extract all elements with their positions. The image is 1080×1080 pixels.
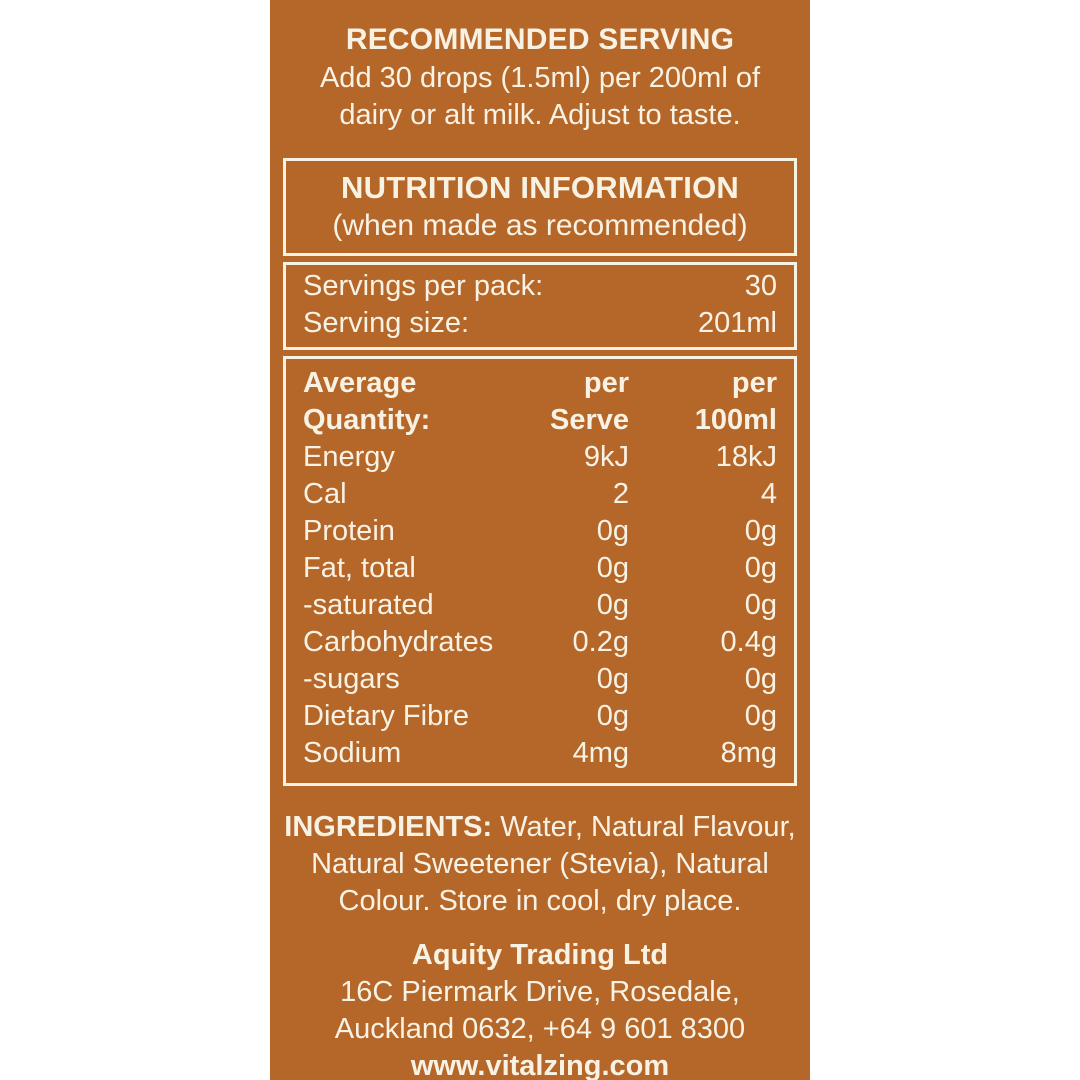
row-per-serve-value: 0g xyxy=(596,700,629,732)
row-per-100ml-value: 8mg xyxy=(720,737,777,769)
row-per-100ml-value: 4 xyxy=(760,478,777,510)
servings-per-pack-value: 30 xyxy=(744,270,777,302)
recommended-serving-section: RECOMMENDED SERVING Add 30 drops (1.5ml)… xyxy=(270,0,810,134)
servings-box: Servings per pack: 30 Serving size: 201m… xyxy=(283,262,797,350)
recommended-serving-line-1: Add 30 drops (1.5ml) per 200ml of xyxy=(319,62,761,94)
header-per-serve-line2: Serve xyxy=(549,404,629,436)
row-per-serve-value: 2 xyxy=(612,478,629,510)
serving-size-label: Serving size: xyxy=(303,307,470,339)
header-per-serve: per Serve xyxy=(507,365,629,439)
header-per-100ml-line1: per xyxy=(731,367,777,399)
row-per-serve-value: 0g xyxy=(596,589,629,621)
row-per-100ml-value: 0g xyxy=(744,700,777,732)
table-row-protein: Protein 0g 0g xyxy=(303,513,777,550)
row-per-100ml-value: 0g xyxy=(744,589,777,621)
row-label: -saturated xyxy=(303,589,434,621)
row-per-100ml-value: 18kJ xyxy=(715,441,777,473)
row-per-serve-value: 4mg xyxy=(572,737,629,769)
product-label: RECOMMENDED SERVING Add 30 drops (1.5ml)… xyxy=(270,0,810,1080)
company-address-line-1: 16C Piermark Drive, Rosedale, xyxy=(340,976,740,1008)
row-label: Sodium xyxy=(303,737,402,769)
row-per-100ml-value: 0g xyxy=(744,515,777,547)
table-row-sodium: Sodium 4mg 8mg xyxy=(303,735,777,772)
header-per-serve-line1: per xyxy=(583,367,629,399)
ingredients-line-1-text: Water, Natural Flavour, xyxy=(492,811,796,843)
recommended-serving-title: RECOMMENDED SERVING xyxy=(345,23,735,56)
serving-size-row: Serving size: 201ml xyxy=(303,305,777,342)
table-row-carbohydrates: Carbohydrates 0.2g 0.4g xyxy=(303,624,777,661)
row-per-100ml-value: 0g xyxy=(744,552,777,584)
nutrition-subtitle: (when made as recommended) xyxy=(332,209,748,242)
row-label: Dietary Fibre xyxy=(303,700,469,732)
ingredients-label: INGREDIENTS: xyxy=(284,811,493,843)
ingredients-section: INGREDIENTS: Water, Natural Flavour, Nat… xyxy=(270,809,810,920)
header-per-100ml: per 100ml xyxy=(629,365,777,439)
ingredients-line-3: Colour. Store in cool, dry place. xyxy=(338,885,742,917)
table-row-energy: Energy 9kJ 18kJ xyxy=(303,439,777,476)
row-label: Cal xyxy=(303,478,347,510)
nutrition-table: Average Quantity: per Serve per 100ml En… xyxy=(303,365,777,772)
row-label: Protein xyxy=(303,515,395,547)
row-per-serve-value: 0g xyxy=(596,552,629,584)
table-row-dietary-fibre: Dietary Fibre 0g 0g xyxy=(303,698,777,735)
row-per-serve-value: 0g xyxy=(596,515,629,547)
serving-size-value: 201ml xyxy=(698,307,777,339)
row-per-serve-value: 0.2g xyxy=(572,626,629,658)
row-label: Fat, total xyxy=(303,552,416,584)
servings-per-pack-row: Servings per pack: 30 xyxy=(303,268,777,305)
header-quantity: Quantity: xyxy=(303,404,431,436)
nutrition-header-box: NUTRITION INFORMATION (when made as reco… xyxy=(283,158,797,256)
row-per-100ml-value: 0.4g xyxy=(720,626,777,658)
nutrition-title: NUTRITION INFORMATION xyxy=(341,170,739,205)
row-label: Carbohydrates xyxy=(303,626,494,658)
servings-per-pack-label: Servings per pack: xyxy=(303,270,544,302)
recommended-serving-line-2: dairy or alt milk. Adjust to taste. xyxy=(339,99,741,131)
table-row-saturated: -saturated 0g 0g xyxy=(303,587,777,624)
ingredients-line-2: Natural Sweetener (Stevia), Natural xyxy=(311,848,769,880)
table-row-fat-total: Fat, total 0g 0g xyxy=(303,550,777,587)
header-average-quantity: Average Quantity: xyxy=(303,365,507,439)
table-header-row: Average Quantity: per Serve per 100ml xyxy=(303,365,777,439)
company-website: www.vitalzing.com xyxy=(410,1050,670,1080)
table-row-sugars: -sugars 0g 0g xyxy=(303,661,777,698)
row-label: -sugars xyxy=(303,663,400,695)
row-per-serve-value: 9kJ xyxy=(583,441,629,473)
company-name: Aquity Trading Ltd xyxy=(411,939,669,971)
nutrition-table-box: Average Quantity: per Serve per 100ml En… xyxy=(283,356,797,786)
row-per-serve-value: 0g xyxy=(596,663,629,695)
row-label: Energy xyxy=(303,441,395,473)
company-section: Aquity Trading Ltd 16C Piermark Drive, R… xyxy=(270,937,810,1080)
header-average: Average xyxy=(303,367,417,399)
header-per-100ml-line2: 100ml xyxy=(694,404,777,436)
ingredients-line-1: INGREDIENTS: Water, Natural Flavour, xyxy=(270,809,810,846)
row-per-100ml-value: 0g xyxy=(744,663,777,695)
company-address-line-2: Auckland 0632, +64 9 601 8300 xyxy=(334,1013,746,1045)
table-row-cal: Cal 2 4 xyxy=(303,476,777,513)
